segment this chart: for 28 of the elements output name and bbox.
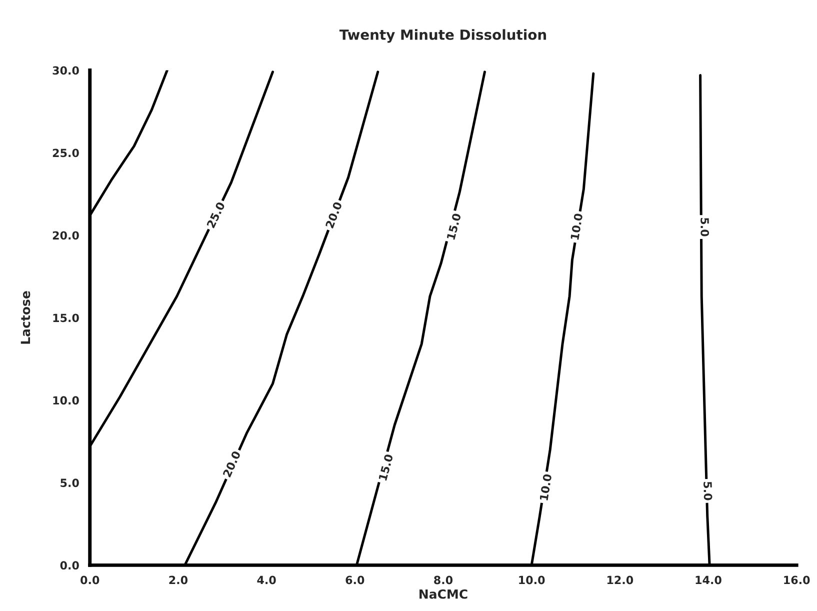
y-tick-label: 25.0 xyxy=(52,148,79,158)
annotation: 20.0 xyxy=(325,201,342,229)
y-axis-title: Lactose xyxy=(20,291,30,344)
x-tick-label: 0.0 xyxy=(80,576,100,584)
x-tick-label: 16.0 xyxy=(784,576,810,584)
x-tick-label: 6.0 xyxy=(346,576,364,584)
annotation: 20.0 xyxy=(222,450,241,478)
annotation: 5.0 xyxy=(700,218,710,236)
x-axis-title: NaCMC xyxy=(420,589,468,599)
annotation: 10.0 xyxy=(540,474,552,500)
y-tick-label: 10.0 xyxy=(53,396,79,405)
chart-title: Twenty Minute Dissolution xyxy=(339,29,546,43)
annotation: 5.0 xyxy=(703,482,712,500)
x-tick-label: 10.0 xyxy=(519,576,545,584)
x-tick-label: 8.0 xyxy=(434,576,453,584)
x-tick-label: 14.0 xyxy=(696,576,722,584)
annotation: 25.0 xyxy=(206,201,226,228)
annotation: 15.0 xyxy=(446,212,462,240)
y-tick-label: 30.0 xyxy=(52,66,79,75)
x-tick-label: 2.0 xyxy=(169,576,188,584)
y-tick-label: 20.0 xyxy=(52,231,79,240)
y-tick-label: 5.0 xyxy=(60,478,79,488)
x-tick-label: 12.0 xyxy=(607,576,634,584)
annotation: 15.0 xyxy=(378,454,394,481)
y-tick-label: 15.0 xyxy=(53,314,79,322)
x-tick-label: 4.0 xyxy=(257,576,276,584)
y-tick-label: 0.0 xyxy=(60,561,79,570)
annotation: 10.0 xyxy=(570,213,583,240)
